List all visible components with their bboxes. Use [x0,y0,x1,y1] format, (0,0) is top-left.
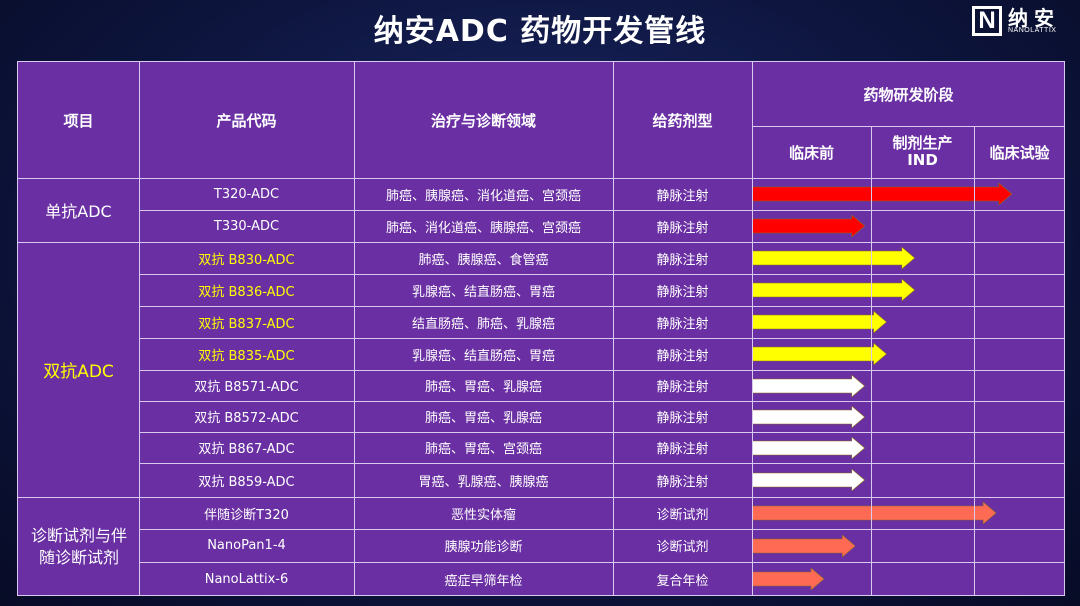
indication-cell: 癌症早筛年检 [444,573,523,589]
indication-cell: 胰腺功能诊断 [444,540,523,555]
dosage-form-cell: 静脉注射 [656,252,709,268]
indication-cell: 肺癌、胰腺癌、食管癌 [418,252,549,268]
header-area: 治疗与诊断领域 [430,111,536,130]
grid-line [752,62,753,596]
product-code-cell: 双抗 B837-ADC [198,316,295,332]
header-dosage: 给药剂型 [652,111,713,130]
dosage-form-cell: 静脉注射 [656,380,709,395]
product-code-cell: 双抗 B830-ADC [198,252,295,268]
pipeline-table: 项目 产品代码 治疗与诊断领域 给药剂型 药物研发阶段 临床前 制剂生产 IND… [17,61,1065,596]
indication-cell: 肺癌、消化道癌、胰腺癌、宫颈癌 [385,220,581,236]
header-preclinical: 临床前 [788,143,834,162]
grid-line [139,62,140,596]
grid-line [354,62,355,596]
grid-line [139,529,1065,530]
product-code-cell: NanoPan1-4 [207,538,286,553]
dosage-form-cell: 诊断试剂 [656,507,709,523]
grid-line [139,306,1065,307]
progress-arrow [752,215,865,237]
logo-name: 纳安 [1008,6,1060,30]
group-label-diagnostics: 诊断试剂与伴随诊断试剂 [30,525,127,567]
logo-mark-icon: N [972,6,1002,36]
group-label-mab-adc: 单抗ADC [45,202,112,221]
grid-line [139,210,1065,211]
progress-arrow [752,405,865,428]
grid-line [18,178,1065,179]
header-clinical: 临床试验 [989,143,1050,162]
indication-cell: 肺癌、胃癌、宫颈癌 [424,442,542,457]
indication-cell: 胃癌、乳腺癌、胰腺癌 [418,474,549,490]
progress-arrow [752,374,865,397]
dosage-form-cell: 静脉注射 [656,188,709,204]
dosage-form-cell: 静脉注射 [656,348,709,364]
product-code-cell: 双抗 B8572-ADC [194,411,299,426]
grid-line [139,401,1065,402]
dosage-form-cell: 静脉注射 [656,474,709,490]
grid-line [18,497,1065,498]
product-code-cell: NanoLattix-6 [204,571,289,587]
grid-line [139,338,1065,339]
page-title: 纳安ADC 药物开发管线 [373,14,707,49]
grid-line [139,432,1065,433]
progress-arrow [752,279,915,301]
grid-line [18,242,1065,243]
indication-cell: 肺癌、胰腺癌、消化道癌、宫颈癌 [385,188,581,204]
progress-arrow [752,183,1012,205]
header-code: 产品代码 [216,111,277,130]
header-ind-line2: IND [907,151,938,169]
group-label-bsab-adc: 双抗ADC [43,362,114,382]
progress-arrow [752,343,887,365]
dosage-form-cell: 诊断试剂 [656,540,709,555]
grid-line [139,463,1065,464]
product-code-cell: 双抗 B836-ADC [198,284,295,300]
grid-line [139,274,1065,275]
header-ind: 制剂生产 IND [871,126,974,178]
product-code-cell: T330-ADC [213,218,280,234]
progress-arrow [752,469,865,491]
header-ind-line1: 制剂生产 [892,134,953,152]
grid-line [139,370,1065,371]
indication-cell: 乳腺癌、结直肠癌、胃癌 [411,348,555,364]
product-code-cell: 伴随诊断T320 [204,507,289,523]
indication-cell: 恶性实体瘤 [450,507,516,523]
dosage-form-cell: 静脉注射 [656,442,709,457]
progress-arrow [752,311,887,333]
product-code-cell: 双抗 B859-ADC [198,474,295,490]
progress-arrow [752,502,997,524]
grid-line [871,126,872,596]
progress-arrow [752,534,856,557]
dosage-form-cell: 静脉注射 [656,411,709,426]
dosage-form-cell: 静脉注射 [656,220,709,236]
dosage-form-cell: 静脉注射 [656,316,709,332]
grid-line [613,62,614,596]
brand-logo: N 纳安 NANOLATTIX [972,2,1072,42]
progress-arrow [752,436,865,459]
progress-arrow [752,568,824,590]
product-code-cell: T320-ADC [213,186,280,202]
indication-cell: 乳腺癌、结直肠癌、胃癌 [411,284,555,300]
product-code-cell: 双抗 B867-ADC [198,442,295,457]
header-project: 项目 [63,111,94,130]
grid-line [752,126,1065,127]
product-code-cell: 双抗 B8571-ADC [194,380,299,395]
product-code-cell: 双抗 B835-ADC [198,348,295,364]
grid-line [974,126,975,596]
progress-arrow [752,247,915,269]
header-stage: 药物研发阶段 [863,85,954,104]
indication-cell: 肺癌、胃癌、乳腺癌 [424,411,542,426]
dosage-form-cell: 静脉注射 [656,284,709,300]
indication-cell: 肺癌、胃癌、乳腺癌 [424,380,542,395]
grid-line [139,562,1065,563]
logo-subtitle: NANOLATTIX [1008,27,1057,34]
indication-cell: 结直肠癌、肺癌、乳腺癌 [411,316,555,332]
dosage-form-cell: 复合年检 [656,573,709,589]
